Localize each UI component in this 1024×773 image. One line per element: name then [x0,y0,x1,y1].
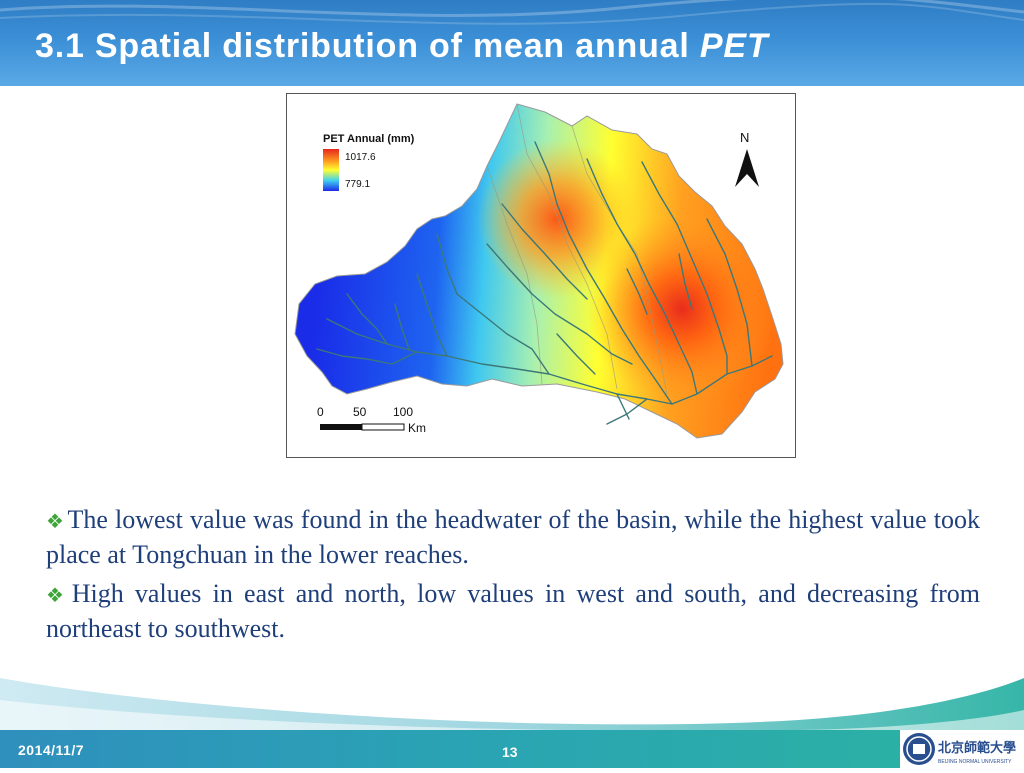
map-legend: PET Annual (mm) 1017.6 779.1 [323,133,415,191]
bottom-wave-decoration [0,678,1024,734]
title-bar-waves [0,0,1024,25]
bullet-item: ❖ High values in east and north, low valu… [46,577,980,645]
scale-bar: 0 50 100 Km [317,405,426,435]
page-number: 13 [502,744,518,760]
pet-map-figure: PET Annual (mm) 1017.6 779.1 N 0 50 100 … [286,93,796,458]
slide-title: 3.1 Spatial distribution of mean annual … [35,27,768,66]
bnu-logo: 北京師範大學 BEIJING NORMAL UNIVERSITY [903,733,1016,765]
scale-label-0: 0 [317,405,324,419]
legend-low-value: 779.1 [345,179,370,190]
bullet-text: The lowest value was found in the headwa… [46,505,980,569]
pet-map: PET Annual (mm) 1017.6 779.1 N 0 50 100 … [294,103,784,439]
footer-date: 2014/11/7 [18,742,85,758]
bullet-text: High values in east and north, low value… [46,579,981,643]
scale-label-50: 50 [353,405,367,419]
scale-label-100: 100 [393,405,413,419]
basin-fill [295,104,783,438]
slide-title-text: 3.1 Spatial distribution of mean annual [35,27,700,65]
diamond-bullet-icon: ❖ [46,509,65,533]
north-arrow: N [735,130,759,187]
diamond-bullet-icon: ❖ [46,583,69,607]
legend-high-value: 1017.6 [345,152,376,163]
scale-unit: Km [408,421,426,435]
logo-chinese-name: 北京師範大學 [938,740,1016,756]
bullet-list: ❖ The lowest value was found in the headw… [46,503,980,651]
legend-title: PET Annual (mm) [323,133,415,145]
river-network [316,141,773,425]
title-bar: 3.1 Spatial distribution of mean annual … [0,0,1024,86]
scale-bar-white [361,423,405,431]
logo-english-name: BEIJING NORMAL UNIVERSITY [938,759,1012,765]
north-label: N [740,130,749,145]
bullet-item: ❖ The lowest value was found in the headw… [46,503,980,571]
basin-outline [294,103,784,439]
university-logo: 北京師範大學 BEIJING NORMAL UNIVERSITY [900,730,1024,768]
footer-bar [0,730,900,768]
slide-title-pet: PET [699,27,769,65]
north-arrow-icon [735,149,759,187]
legend-color-ramp [323,149,339,191]
scale-bar-black [320,424,362,430]
sub-basin-boundaries [486,103,668,395]
